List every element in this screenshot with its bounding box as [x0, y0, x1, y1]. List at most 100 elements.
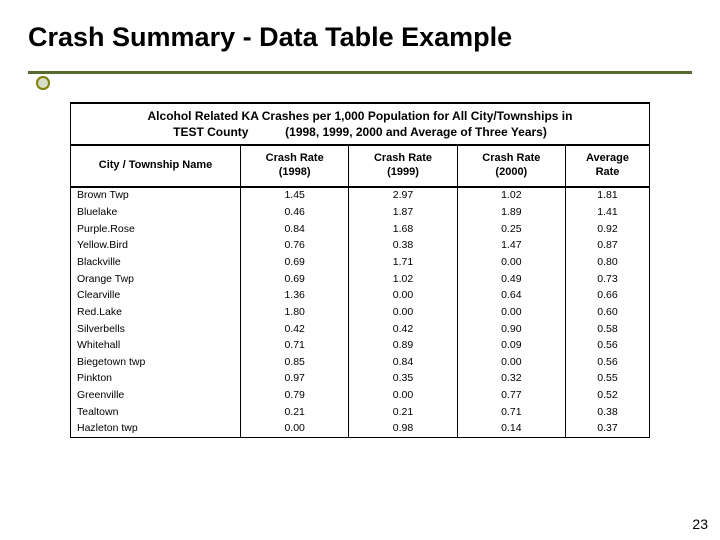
cell-avg: 0.38 — [565, 404, 649, 421]
cell-name: Brown Twp — [71, 187, 241, 205]
table-row: Red.Lake1.800.000.000.60 — [71, 304, 650, 321]
cell-1999: 1.87 — [349, 205, 457, 222]
cell-1998: 0.46 — [241, 205, 349, 222]
cell-2000: 0.00 — [457, 254, 565, 271]
table-row: Hazleton twp0.000.980.140.37 — [71, 421, 650, 438]
cell-name: Bluelake — [71, 205, 241, 222]
cell-1998: 0.76 — [241, 238, 349, 255]
cell-1999: 0.38 — [349, 238, 457, 255]
cell-2000: 0.00 — [457, 304, 565, 321]
cell-1998: 0.69 — [241, 271, 349, 288]
cell-avg: 0.55 — [565, 371, 649, 388]
cell-1998: 0.42 — [241, 321, 349, 338]
cell-avg: 0.87 — [565, 238, 649, 255]
table-row: Purple.Rose0.841.680.250.92 — [71, 221, 650, 238]
cell-avg: 0.73 — [565, 271, 649, 288]
cell-1999: 1.71 — [349, 254, 457, 271]
cell-1998: 0.85 — [241, 354, 349, 371]
cell-1998: 0.79 — [241, 388, 349, 405]
cell-avg: 1.41 — [565, 205, 649, 222]
cell-1998: 0.00 — [241, 421, 349, 438]
cell-1998: 0.84 — [241, 221, 349, 238]
cell-1999: 0.42 — [349, 321, 457, 338]
caption-line-2: TEST County (1998, 1999, 2000 and Averag… — [77, 124, 643, 144]
data-table-container: Alcohol Related KA Crashes per 1,000 Pop… — [70, 102, 650, 438]
cell-1999: 0.00 — [349, 288, 457, 305]
table-row: Silverbells0.420.420.900.58 — [71, 321, 650, 338]
cell-1998: 0.71 — [241, 338, 349, 355]
cell-name: Red.Lake — [71, 304, 241, 321]
cell-1998: 0.21 — [241, 404, 349, 421]
table-row: Bluelake0.461.871.891.41 — [71, 205, 650, 222]
cell-2000: 0.77 — [457, 388, 565, 405]
crash-rate-table: City / Township Name Crash Rate(1998) Cr… — [70, 144, 650, 438]
col-header-name: City / Township Name — [71, 145, 241, 187]
cell-2000: 1.89 — [457, 205, 565, 222]
cell-name: Tealtown — [71, 404, 241, 421]
cell-name: Blackville — [71, 254, 241, 271]
cell-1999: 0.89 — [349, 338, 457, 355]
title-underline — [28, 71, 692, 74]
cell-name: Biegetown twp — [71, 354, 241, 371]
cell-1999: 0.35 — [349, 371, 457, 388]
cell-avg: 0.58 — [565, 321, 649, 338]
table-row: Greenville0.790.000.770.52 — [71, 388, 650, 405]
caption-line-1: Alcohol Related KA Crashes per 1,000 Pop… — [148, 109, 573, 123]
cell-2000: 0.25 — [457, 221, 565, 238]
cell-1999: 0.00 — [349, 304, 457, 321]
col-header-1998: Crash Rate(1998) — [241, 145, 349, 187]
cell-avg: 1.81 — [565, 187, 649, 205]
cell-1999: 0.98 — [349, 421, 457, 438]
table-row: Biegetown twp0.850.840.000.56 — [71, 354, 650, 371]
cell-name: Pinkton — [71, 371, 241, 388]
cell-name: Hazleton twp — [71, 421, 241, 438]
cell-2000: 0.14 — [457, 421, 565, 438]
cell-avg: 0.37 — [565, 421, 649, 438]
col-header-avg: AverageRate — [565, 145, 649, 187]
table-row: Blackville0.691.710.000.80 — [71, 254, 650, 271]
cell-2000: 0.32 — [457, 371, 565, 388]
cell-avg: 0.60 — [565, 304, 649, 321]
table-row: Brown Twp1.452.971.021.81 — [71, 187, 650, 205]
cell-name: Purple.Rose — [71, 221, 241, 238]
cell-name: Orange Twp — [71, 271, 241, 288]
cell-2000: 0.90 — [457, 321, 565, 338]
table-row: Yellow.Bird0.760.381.470.87 — [71, 238, 650, 255]
cell-2000: 0.71 — [457, 404, 565, 421]
page-number: 23 — [692, 516, 708, 532]
cell-2000: 0.64 — [457, 288, 565, 305]
cell-2000: 1.47 — [457, 238, 565, 255]
cell-2000: 0.09 — [457, 338, 565, 355]
table-row: Tealtown0.210.210.710.38 — [71, 404, 650, 421]
cell-avg: 0.56 — [565, 338, 649, 355]
col-header-2000: Crash Rate(2000) — [457, 145, 565, 187]
cell-1999: 1.02 — [349, 271, 457, 288]
table-row: Pinkton0.970.350.320.55 — [71, 371, 650, 388]
cell-2000: 0.49 — [457, 271, 565, 288]
cell-name: Greenville — [71, 388, 241, 405]
slide-title: Crash Summary - Data Table Example — [0, 0, 720, 61]
table-row: Whitehall0.710.890.090.56 — [71, 338, 650, 355]
title-bullet-icon — [36, 76, 50, 90]
cell-1999: 1.68 — [349, 221, 457, 238]
cell-1998: 0.69 — [241, 254, 349, 271]
cell-name: Whitehall — [71, 338, 241, 355]
cell-name: Clearville — [71, 288, 241, 305]
cell-1999: 2.97 — [349, 187, 457, 205]
table-row: Clearville1.360.000.640.66 — [71, 288, 650, 305]
cell-name: Yellow.Bird — [71, 238, 241, 255]
table-row: Orange Twp0.691.020.490.73 — [71, 271, 650, 288]
cell-name: Silverbells — [71, 321, 241, 338]
cell-avg: 0.92 — [565, 221, 649, 238]
cell-avg: 0.56 — [565, 354, 649, 371]
cell-1998: 1.36 — [241, 288, 349, 305]
table-header-row: City / Township Name Crash Rate(1998) Cr… — [71, 145, 650, 187]
cell-1998: 0.97 — [241, 371, 349, 388]
cell-1999: 0.21 — [349, 404, 457, 421]
cell-avg: 0.80 — [565, 254, 649, 271]
table-body: Brown Twp1.452.971.021.81Bluelake0.461.8… — [71, 187, 650, 438]
cell-2000: 1.02 — [457, 187, 565, 205]
cell-1999: 0.00 — [349, 388, 457, 405]
col-header-1999: Crash Rate(1999) — [349, 145, 457, 187]
cell-avg: 0.66 — [565, 288, 649, 305]
